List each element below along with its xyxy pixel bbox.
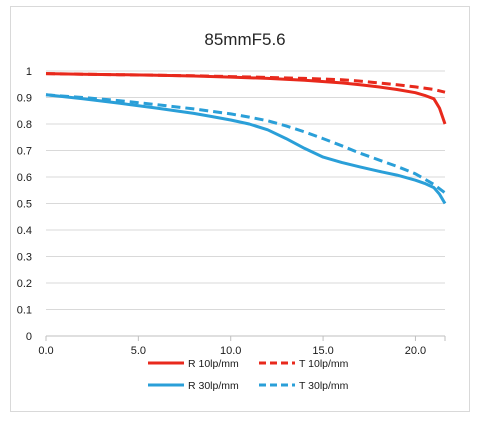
y-tick-label: 0.7 [17, 146, 32, 158]
legend-label: T 30lp/mm [299, 380, 349, 392]
legend-item-2: T 10lp/mm [259, 358, 349, 370]
x-tick-label: 0.0 [38, 345, 53, 357]
y-tick-label: 1 [26, 66, 32, 78]
grid [46, 70, 445, 310]
series-lines [45, 72, 447, 205]
axes: 00.10.20.30.40.50.60.70.80.910.0 5.0 10.0 1… [17, 66, 446, 357]
x-tick-label: 20.0 [405, 345, 426, 357]
legend-item-1: R 10lp/mm [148, 358, 239, 370]
mtf-chart: 85mmF5.6 00.10.20.30.40.50.60.70.80.910.… [17, 30, 447, 392]
y-tick-label: 0.6 [17, 172, 32, 184]
legend-item-3: R 30lp/mm [148, 380, 239, 392]
y-tick-label: 0.1 [17, 305, 32, 317]
legend-item-4: T 30lp/mm [259, 380, 349, 392]
y-tick-label: 0.3 [17, 252, 32, 264]
series-line-4 [45, 93, 446, 195]
y-tick-label: 0.4 [17, 225, 32, 237]
series-line-3 [45, 93, 447, 205]
y-tick-label: 0.8 [17, 119, 32, 131]
x-tick-label: 15.0 [312, 345, 333, 357]
legend: R 10lp/mm T 10lp/mm R 30lp/mm T 30lp/mm [148, 358, 349, 392]
y-tick-label: 0.2 [17, 278, 32, 290]
y-tick-label: 0.5 [17, 199, 32, 211]
legend-label: T 10lp/mm [299, 358, 349, 370]
x-tick-label: 10.0 [220, 345, 241, 357]
chart-title: 85mmF5.6 [204, 30, 285, 49]
legend-label: R 30lp/mm [188, 380, 239, 392]
x-tick-label: 5.0 [131, 345, 146, 357]
y-tick-label: 0.9 [17, 93, 32, 105]
y-tick-label: 0 [26, 331, 32, 343]
series-line-2 [45, 72, 446, 94]
chart-frame: 85mmF5.6 0 0.1 0.2 0.3 0.4 0.5 0.6 0.7 0.8 0.9 1 0.… [10, 6, 470, 412]
legend-label: R 10lp/mm [188, 358, 239, 370]
